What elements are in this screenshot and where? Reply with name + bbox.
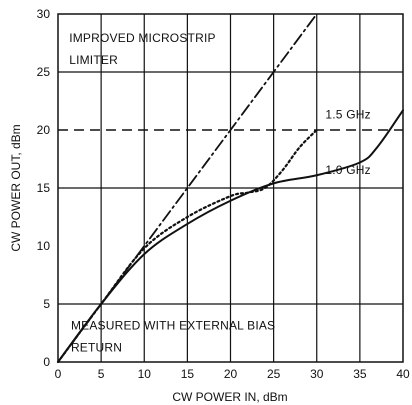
y-tick-label-6: 30	[37, 7, 51, 21]
y-tick-label-0: 0	[43, 355, 50, 369]
x-tick-label-5: 25	[267, 367, 281, 381]
x-tick-label-0: 0	[55, 367, 62, 381]
x-tick-label-1: 5	[98, 367, 105, 381]
series-line-1-0-ghz	[57, 109, 404, 363]
annotation-1: LIMITER	[69, 53, 118, 67]
series-lines	[56, 13, 404, 364]
y-tick-label-5: 25	[37, 65, 51, 79]
annotation-5: RETURN	[71, 341, 122, 355]
x-tick-label-6: 30	[310, 367, 324, 381]
y-tick-label-2: 10	[37, 239, 51, 253]
y-axis-label: CW POWER OUT, dBm	[9, 124, 23, 251]
annotation-4: MEASURED WITH EXTERNAL BIAS	[71, 319, 275, 333]
x-tick-label-3: 15	[181, 367, 195, 381]
y-tick-label-3: 15	[37, 181, 51, 195]
x-tick-label-2: 10	[138, 367, 152, 381]
annotation-3: 1.0 GHz	[325, 163, 370, 177]
x-axis-label: CW POWER IN, dBm	[172, 390, 287, 404]
x-tick-label-8: 40	[396, 367, 410, 381]
x-tick-label-7: 35	[353, 367, 367, 381]
y-tick-label-1: 5	[43, 297, 50, 311]
series-line-1-5-ghz	[56, 128, 318, 364]
tick-labels: 0 5 10 15 20 25 30 35 40 0 5 10 15 20 25 30	[37, 7, 410, 381]
x-tick-label-4: 20	[224, 367, 238, 381]
annotation-2: 1.5 GHz	[325, 107, 370, 121]
annotation-0: IMPROVED MICROSTRIP	[69, 31, 215, 45]
y-tick-label-4: 20	[37, 123, 51, 137]
annotations: IMPROVED MICROSTRIP LIMITER 1.5 GHz 1.0 GHz…	[69, 31, 370, 355]
